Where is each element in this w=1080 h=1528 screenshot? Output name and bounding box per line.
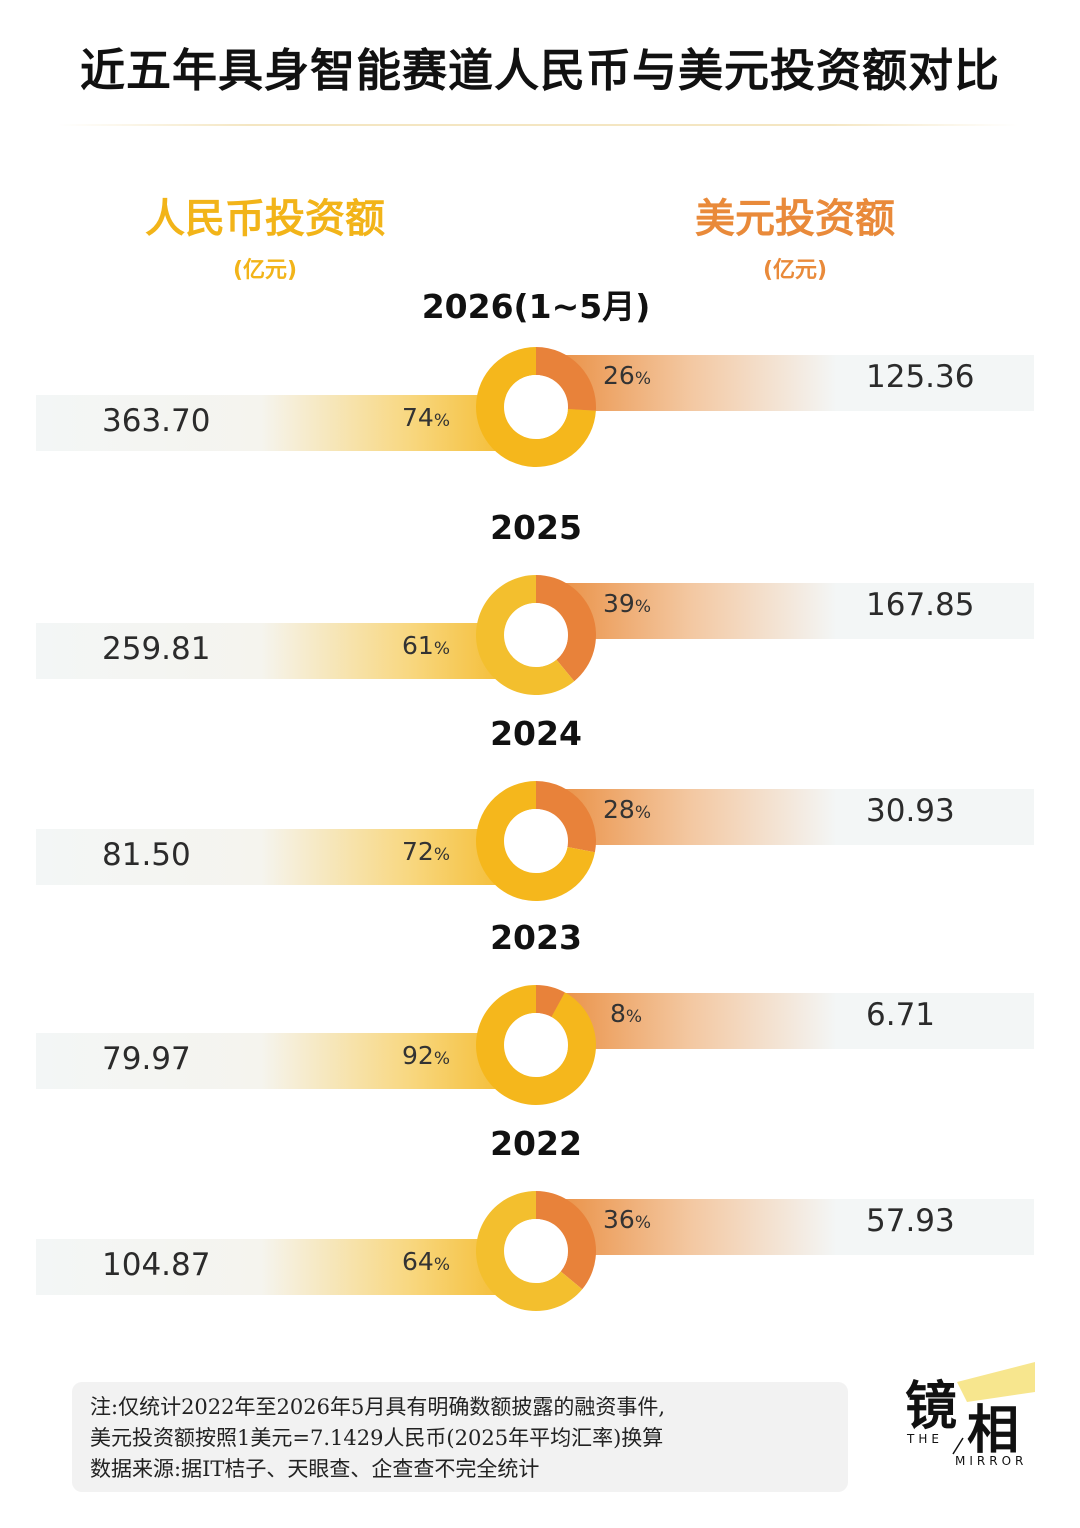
rmb-band (36, 1239, 536, 1295)
usd-percent-number: 8 (610, 999, 626, 1028)
year-label: 2022 (490, 1124, 582, 1163)
usd-percent-number: 36 (603, 1205, 635, 1234)
usd-unit: (亿元) (762, 258, 828, 283)
rmb-value: 79.97 (102, 1041, 191, 1077)
rmb-percent-number: 74 (402, 403, 434, 432)
usd-slice (536, 347, 596, 411)
donut-hole (504, 809, 568, 873)
rmb-percent: 64% (402, 1247, 450, 1276)
rmb-percent-number: 72 (402, 837, 434, 866)
footnote-line-2: 美元投资额按照1美元=7.1429人民币(2025年平均汇率)换算 (90, 1426, 664, 1450)
year-label: 2025 (490, 508, 582, 547)
usd-slice (536, 985, 565, 1017)
rmb-percent-percent-sign: % (433, 639, 450, 659)
donut-chart (476, 347, 596, 467)
usd-percent-percent-sign: % (634, 1213, 651, 1233)
usd-value: 6.71 (866, 997, 936, 1033)
logo-stripe (952, 1362, 1035, 1455)
logo-char-jing: 镜 (905, 1377, 958, 1437)
usd-slice (536, 575, 596, 682)
usd-value: 30.93 (866, 793, 955, 829)
usd-header: 美元投资额 (695, 196, 895, 242)
chart-title: 近五年具身智能赛道人民币与美元投资额对比 (79, 44, 1000, 97)
rmb-slice (476, 985, 596, 1105)
footnote-line-3: 数据来源:据IT桔子、天眼查、企查查不完全统计 (90, 1457, 540, 1481)
rmb-percent-percent-sign: % (433, 411, 450, 431)
usd-band (540, 789, 1034, 845)
rmb-percent: 61% (402, 631, 450, 660)
usd-percent: 28% (603, 795, 651, 824)
usd-percent: 8% (610, 999, 642, 1028)
rmb-percent-percent-sign: % (433, 845, 450, 865)
donut-hole (504, 1013, 568, 1077)
usd-slice (536, 1191, 596, 1290)
rmb-value: 259.81 (102, 631, 211, 667)
logo-the: THE (907, 1432, 943, 1446)
usd-value: 125.36 (866, 359, 975, 395)
rmb-header: 人民币投资额 (145, 196, 385, 242)
usd-value: 57.93 (866, 1203, 955, 1239)
footnote: 注:仅统计2022年至2026年5月具有明确数额披露的融资事件, 美元投资额按照… (72, 1382, 848, 1492)
rmb-slice (476, 347, 596, 467)
rmb-value: 363.70 (102, 403, 211, 439)
rmb-percent-number: 64 (402, 1247, 434, 1276)
rmb-slice (476, 575, 575, 695)
rmb-value: 104.87 (102, 1247, 211, 1283)
rmb-slice (476, 781, 595, 901)
usd-value: 167.85 (866, 587, 975, 623)
usd-percent: 36% (603, 1205, 651, 1234)
rmb-percent: 92% (402, 1041, 450, 1070)
usd-band (540, 993, 1034, 1049)
rmb-percent: 72% (402, 837, 450, 866)
usd-percent-number: 39 (603, 589, 635, 618)
donut-chart (476, 575, 596, 695)
usd-percent-number: 28 (603, 795, 635, 824)
usd-percent-percent-sign: % (634, 369, 651, 389)
rmb-band (36, 623, 536, 679)
year-label: 2023 (490, 918, 582, 957)
year-label: 2026(1~5月) (421, 287, 651, 326)
usd-slice (536, 781, 596, 853)
rmb-percent-percent-sign: % (433, 1255, 450, 1275)
rmb-value: 81.50 (102, 837, 191, 873)
donut-chart (476, 985, 596, 1105)
donut-hole (504, 603, 568, 667)
usd-percent: 39% (603, 589, 651, 618)
usd-percent-percent-sign: % (625, 1007, 643, 1027)
mirror-logo: 镜 相 THE MIRROR (905, 1362, 1035, 1472)
rmb-band (36, 1033, 536, 1089)
year-label: 2024 (490, 714, 582, 753)
rmb-percent-number: 92 (402, 1041, 434, 1070)
footnote-line-1: 注:仅统计2022年至2026年5月具有明确数额披露的融资事件, (90, 1395, 665, 1419)
rmb-unit: (亿元) (232, 258, 298, 283)
rmb-slice (476, 1191, 583, 1311)
usd-percent: 26% (603, 361, 651, 390)
donut-hole (504, 375, 568, 439)
rmb-percent-number: 61 (402, 631, 434, 660)
logo-mirror: MIRROR (955, 1454, 1028, 1468)
rmb-band (36, 395, 536, 451)
logo-char-xiang: 相 (967, 1401, 1020, 1461)
rmb-band (36, 829, 536, 885)
usd-band (540, 355, 1034, 411)
usd-percent-percent-sign: % (634, 597, 651, 617)
donut-chart (476, 781, 596, 901)
usd-percent-percent-sign: % (634, 803, 651, 823)
rmb-percent-percent-sign: % (433, 1049, 450, 1069)
usd-percent-number: 26 (603, 361, 635, 390)
donut-hole (504, 1219, 568, 1283)
usd-band (540, 1199, 1034, 1255)
usd-band (540, 583, 1034, 639)
donut-chart (476, 1191, 596, 1311)
title-divider (58, 124, 1018, 126)
rmb-percent: 74% (402, 403, 450, 432)
